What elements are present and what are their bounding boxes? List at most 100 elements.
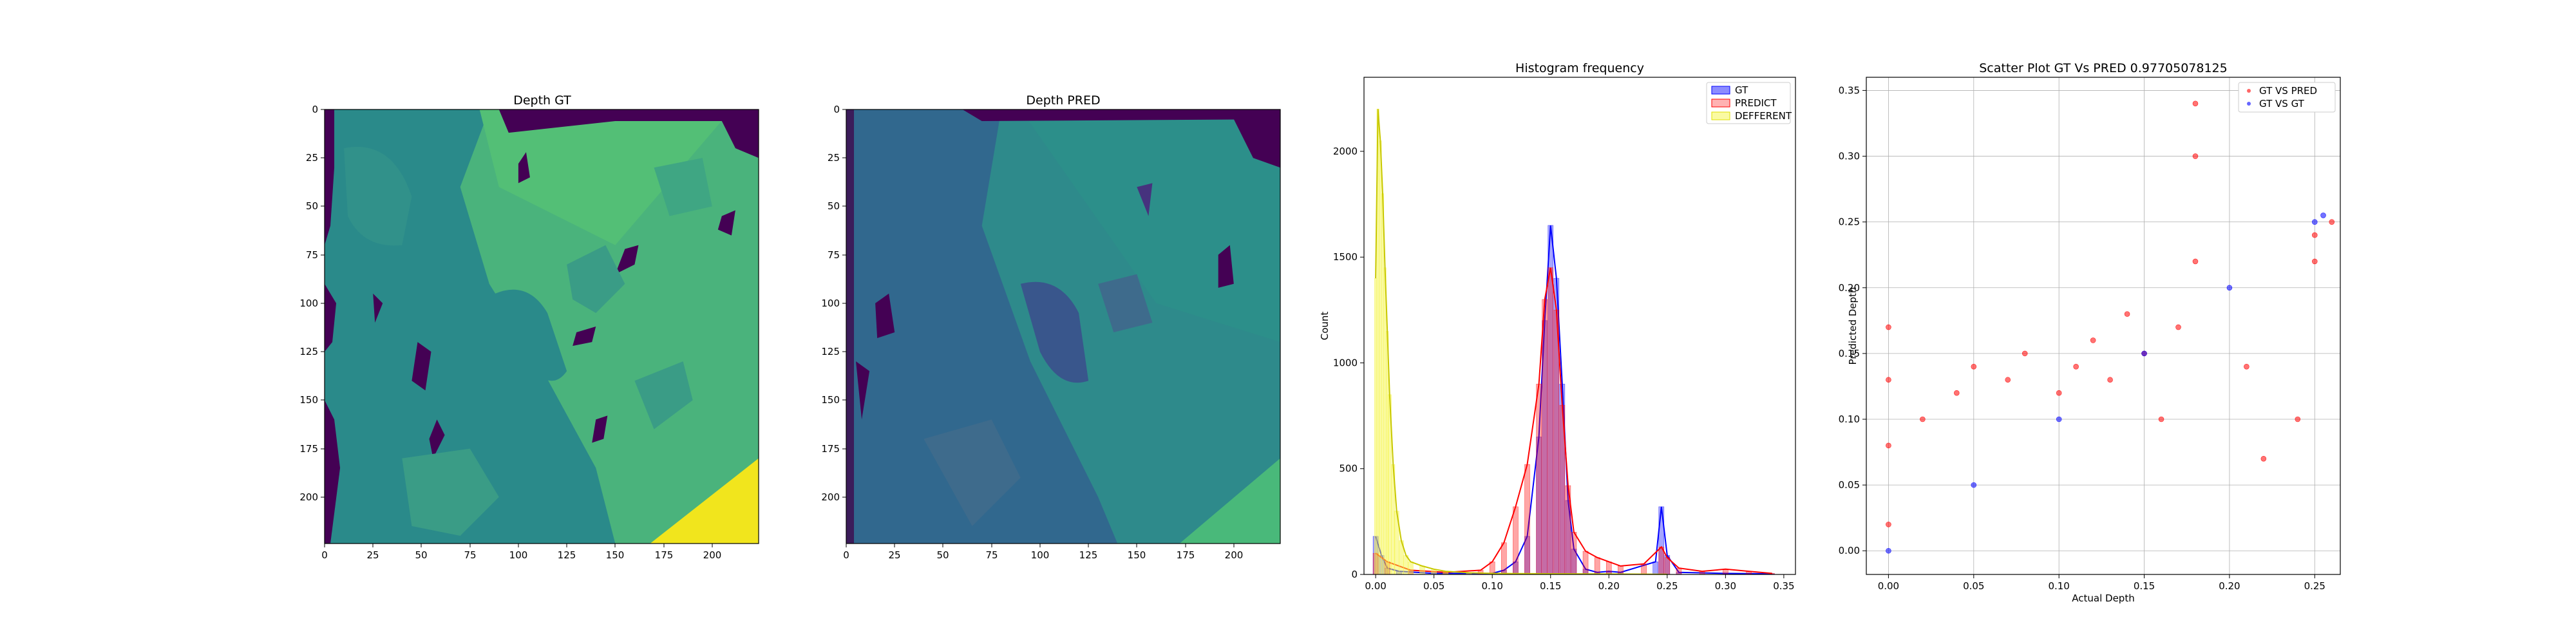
x-tick: 125 bbox=[1079, 544, 1097, 561]
y-tick: 0.20 bbox=[1839, 282, 1866, 294]
y-axis-label: Count bbox=[1319, 312, 1331, 341]
y-tick: 175 bbox=[821, 443, 846, 455]
x-tick-label: 200 bbox=[703, 549, 722, 561]
y-tick-label: 75 bbox=[306, 249, 318, 261]
point bbox=[1886, 547, 1891, 554]
y-tick-label: 175 bbox=[299, 443, 318, 455]
hole bbox=[856, 361, 870, 420]
y-tick: 75 bbox=[306, 249, 325, 261]
y-tick: 50 bbox=[828, 200, 846, 212]
bar bbox=[1536, 384, 1542, 575]
x-tick-label: 0.00 bbox=[1878, 580, 1899, 592]
x-axis-label: Actual Depth bbox=[2072, 592, 2134, 604]
y-tick-label: 0.30 bbox=[1839, 151, 1860, 162]
legend-swatch-predict bbox=[1711, 99, 1730, 108]
y-tick-label: 150 bbox=[299, 394, 318, 406]
y-tick: 150 bbox=[821, 394, 846, 406]
y-tick: 500 bbox=[1339, 463, 1364, 475]
left-edge-void bbox=[325, 109, 335, 245]
y-tick: 150 bbox=[299, 394, 325, 406]
x-tick-label: 0.30 bbox=[1715, 580, 1736, 592]
x-tick: 25 bbox=[366, 544, 379, 561]
bar bbox=[1618, 565, 1624, 575]
x-tick-label: 25 bbox=[888, 549, 900, 561]
panel-title: Histogram frequency bbox=[1515, 61, 1644, 75]
panel-title: Depth PRED bbox=[1026, 93, 1100, 108]
point bbox=[1954, 390, 1960, 396]
y-tick: 100 bbox=[821, 298, 846, 309]
x-tick: 175 bbox=[655, 544, 674, 561]
x-tick-label: 175 bbox=[1177, 549, 1195, 561]
x-tick-label: 0.05 bbox=[1423, 580, 1444, 592]
panel-depth-gt: Depth GT 0 bbox=[299, 93, 759, 561]
hole bbox=[1137, 183, 1153, 216]
y-tick: 2000 bbox=[1333, 146, 1364, 157]
bar bbox=[1419, 565, 1425, 575]
bar bbox=[1605, 561, 1612, 575]
right-corner-void bbox=[721, 121, 759, 158]
y-tick-label: 1500 bbox=[1333, 251, 1358, 263]
series-predict bbox=[1372, 267, 1775, 575]
bar bbox=[1542, 299, 1548, 575]
y-tick: 0.15 bbox=[1839, 348, 1866, 359]
point bbox=[2141, 350, 2147, 357]
y-tick: 100 bbox=[299, 298, 325, 309]
x-tick-label: 0.15 bbox=[1540, 580, 1561, 592]
point bbox=[2056, 390, 2062, 396]
x-tick-label: 175 bbox=[655, 549, 674, 561]
x-tick: 100 bbox=[509, 544, 527, 561]
x-tick: 200 bbox=[703, 544, 722, 561]
x-tick: 0.10 bbox=[1481, 574, 1503, 592]
y-tick: 0.00 bbox=[1839, 545, 1866, 556]
x-tick-label: 0.00 bbox=[1365, 580, 1386, 592]
bar bbox=[1379, 140, 1382, 575]
object bbox=[344, 147, 412, 246]
y-tick: 0.30 bbox=[1839, 151, 1866, 162]
hole bbox=[429, 419, 445, 459]
point bbox=[1886, 377, 1891, 383]
hole bbox=[373, 293, 383, 323]
x-axis: 0.00 0.05 0.10 0.15 0.20 0.25 0.30 0.35 bbox=[1365, 574, 1795, 592]
y-tick-label: 0.35 bbox=[1839, 84, 1860, 96]
x-tick: 175 bbox=[1177, 544, 1195, 561]
y-tick-label: 125 bbox=[299, 346, 318, 357]
point bbox=[2244, 364, 2249, 370]
left-edge-void bbox=[325, 283, 337, 352]
bar bbox=[1676, 567, 1682, 575]
point bbox=[2295, 416, 2301, 422]
legend: GT PREDICT DEFFERENT bbox=[1706, 82, 1792, 124]
x-tick: 0.20 bbox=[1598, 574, 1620, 592]
hole bbox=[1233, 119, 1280, 168]
x-tick-label: 0.20 bbox=[1598, 580, 1620, 592]
x-axis: 0 25 50 75 100 125 150 175 200 bbox=[321, 544, 721, 561]
x-tick-label: 0.25 bbox=[1656, 580, 1678, 592]
legend-label: GT VS GT bbox=[2259, 98, 2305, 109]
bar bbox=[1408, 561, 1414, 575]
legend-marker-gt-vs-pred bbox=[2247, 89, 2251, 93]
x-tick: 0.10 bbox=[2048, 574, 2070, 592]
x-tick: 0.15 bbox=[2134, 574, 2155, 592]
y-tick-label: 0.10 bbox=[1839, 413, 1860, 425]
point bbox=[2192, 100, 2199, 107]
x-tick: 0 bbox=[843, 544, 849, 561]
y-tick: 75 bbox=[828, 249, 846, 261]
point bbox=[1971, 364, 1977, 370]
y-axis: 0 25 50 75 100 125 150 175 200 bbox=[299, 104, 325, 503]
y-tick-label: 50 bbox=[306, 200, 318, 212]
y-tick-label: 0 bbox=[833, 104, 840, 115]
legend: GT VS PRED GT VS GT bbox=[2238, 82, 2336, 113]
x-tick-label: 0.10 bbox=[2048, 580, 2069, 592]
point bbox=[2124, 311, 2130, 317]
x-tick: 0.05 bbox=[1423, 574, 1444, 592]
y-tick-label: 0.25 bbox=[1839, 216, 1860, 228]
y-tick: 125 bbox=[299, 346, 325, 357]
density-line bbox=[1375, 267, 1772, 574]
depth-gt-heatmap bbox=[325, 109, 759, 544]
x-tick: 75 bbox=[985, 544, 998, 561]
histogram-marks bbox=[1372, 108, 1775, 575]
x-tick: 100 bbox=[1031, 544, 1049, 561]
point bbox=[2073, 364, 2079, 370]
y-tick: 50 bbox=[306, 200, 325, 212]
y-tick: 25 bbox=[306, 152, 325, 164]
y-axis: 0.00 0.05 0.10 0.15 0.20 0.25 0.30 0.35 bbox=[1839, 84, 1866, 556]
